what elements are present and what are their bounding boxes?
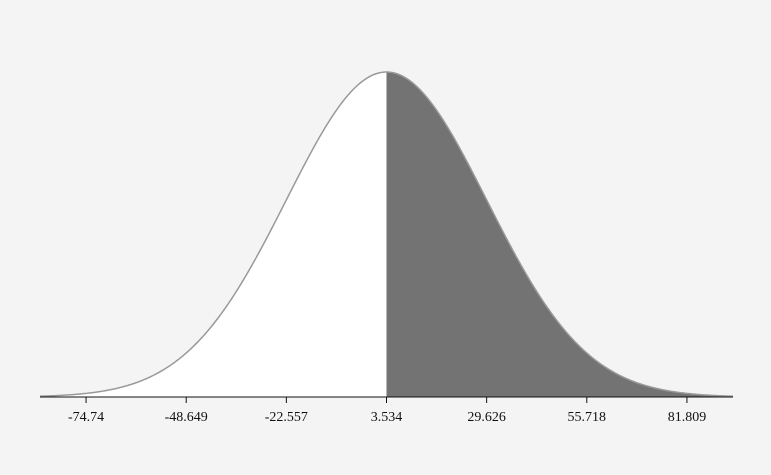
x-tick-label: 3.534 — [371, 410, 403, 425]
x-tick-label: 29.626 — [467, 410, 506, 425]
x-axis-ticks: -74.74 -48.649 -22.557 3.534 29.626 55.718 81.… — [68, 397, 706, 425]
density-curve — [39, 71, 734, 397]
x-tick-label: 55.718 — [568, 410, 607, 425]
x-tick-label: -74.74 — [68, 410, 104, 425]
shaded-tail-area — [386, 72, 733, 397]
x-tick-label: 81.809 — [668, 410, 707, 425]
x-tick-label: -22.557 — [265, 410, 308, 425]
x-tick-label: -48.649 — [165, 410, 208, 425]
